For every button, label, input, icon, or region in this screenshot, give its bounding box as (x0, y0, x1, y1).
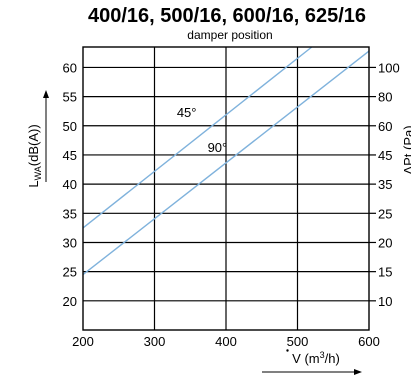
plot-frame-rect (82, 46, 370, 331)
x-tick-label: 400 (215, 334, 237, 349)
y-right-tick-label: 100 (378, 60, 400, 75)
y-right-tick-label: 25 (378, 206, 392, 221)
y-right-tick-label: 60 (378, 119, 392, 134)
tick-labels: 200 300 400 500 600 20 25 30 35 40 45 50 55 60 10 15 20 2… (63, 60, 400, 349)
x-axis-label-units-close: /h) (325, 351, 340, 366)
y-right-tick-label: 10 (378, 294, 392, 309)
grid (83, 47, 376, 330)
y-left-tick-label: 45 (63, 148, 77, 163)
y-right-tick-label: 45 (378, 148, 392, 163)
x-axis-label-units-open: (m (301, 351, 320, 366)
annotations: 45° 90° (177, 105, 227, 155)
x-axis-dot-icon (286, 349, 289, 352)
annotation-label: 45° (177, 105, 197, 120)
y-axis-label-left: LWA(dB(A)) (26, 124, 43, 187)
y-axis-label-right: ΔPt (Pa) (401, 125, 411, 174)
x-axis-label: V (m3/h) (292, 350, 340, 366)
y-left-tick-label: 25 (63, 265, 77, 280)
y-left-tick-label: 30 (63, 235, 77, 250)
x-tick-label: 300 (144, 334, 166, 349)
y-left-tick-label: 20 (63, 294, 77, 309)
y-axis-label-units: (dB(A)) (26, 124, 41, 166)
x-axis-label-main: V (292, 351, 301, 366)
y-left-tick-label: 50 (63, 119, 77, 134)
x-tick-label: 600 (358, 334, 380, 349)
y-left-tick-label: 40 (63, 177, 77, 192)
y-right-tick-label: 80 (378, 90, 392, 105)
series-line-45 (82, 46, 313, 229)
x-tick-label: 500 (287, 334, 309, 349)
chart-title: 400/16, 500/16, 600/16, 625/16 (88, 5, 366, 27)
series-line-90 (82, 50, 370, 276)
annotation-label: 90° (208, 140, 228, 155)
y-left-tick-label: 55 (63, 90, 77, 105)
y-right-tick-label: 20 (378, 235, 392, 250)
y-axis-label-main: L (26, 180, 41, 187)
y-right-tick-label: 35 (378, 177, 392, 192)
x-tick-label: 200 (72, 334, 94, 349)
y-left-tick-label: 35 (63, 206, 77, 221)
y-left-tick-label: 60 (63, 60, 77, 75)
y-axis-arrow-icon (43, 90, 49, 98)
y-right-tick-label: 15 (378, 265, 392, 280)
y-axis-label-subscript: WA (33, 166, 43, 180)
x-axis-label-superscript: 3 (320, 350, 325, 360)
plot-frame (82, 46, 370, 331)
chart-subtitle: damper position (187, 28, 272, 42)
series-lines (82, 46, 370, 276)
x-axis-arrow-icon (354, 369, 362, 375)
